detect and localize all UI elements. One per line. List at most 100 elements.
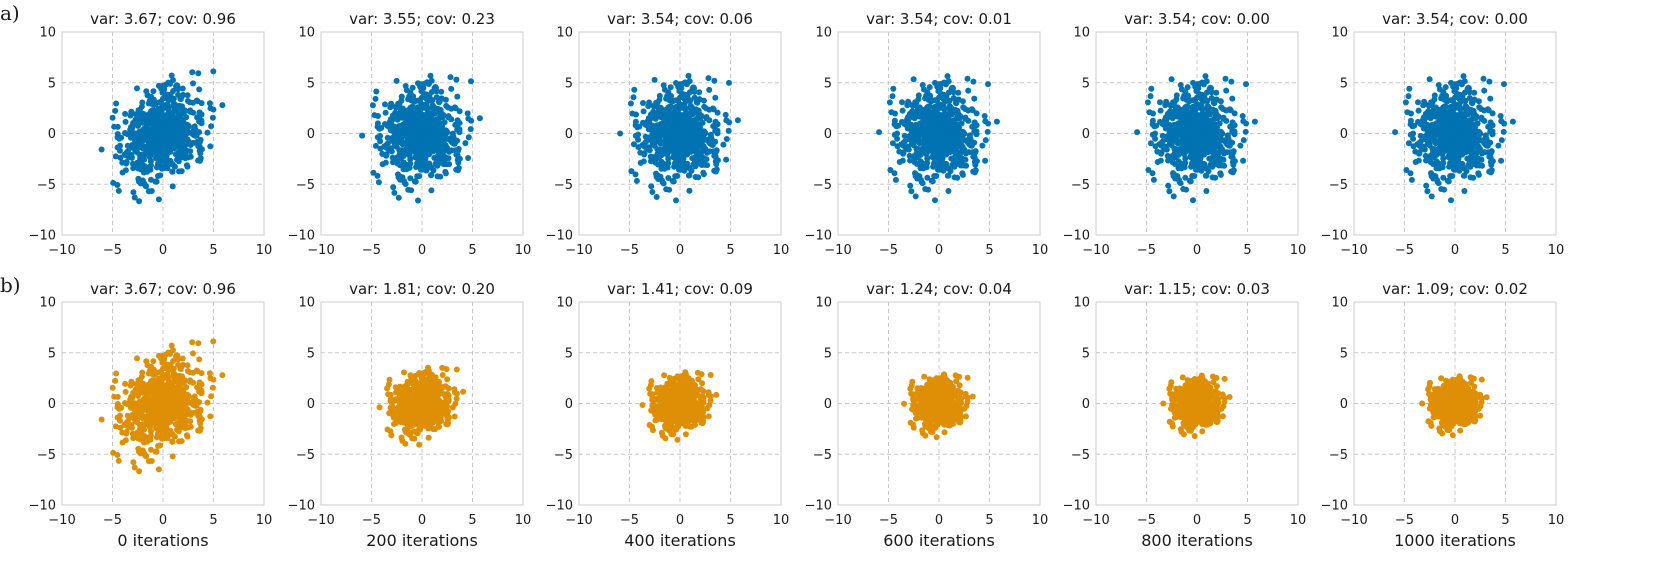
scatter-point <box>1177 82 1184 88</box>
scatter-point <box>693 123 700 130</box>
scatter-point <box>942 163 948 170</box>
y-tick-label: 0 <box>824 127 832 142</box>
scatter-point <box>144 116 151 122</box>
scatter-point <box>179 355 186 362</box>
scatter-point <box>985 81 991 88</box>
scatter-point <box>891 131 898 138</box>
scatter-point <box>1145 167 1152 173</box>
scatter-point <box>426 140 433 147</box>
scatter-point <box>926 103 933 110</box>
scatter-point <box>1200 163 1206 170</box>
scatter-point <box>1464 155 1471 162</box>
scatter-point <box>370 169 377 176</box>
scatter-point <box>617 130 624 137</box>
scatter-point <box>129 144 136 151</box>
scatter-point <box>431 154 438 161</box>
scatter-point <box>372 95 379 102</box>
scatter-point <box>156 390 163 397</box>
scatter-point <box>1226 106 1233 113</box>
scatter-point <box>970 153 977 160</box>
scatter-point <box>168 342 175 349</box>
scatter-point <box>1229 95 1236 102</box>
scatter-point <box>176 131 183 138</box>
scatter-point <box>926 117 933 124</box>
scatter-point <box>911 159 918 166</box>
scatter-point <box>398 93 405 100</box>
scatter-point <box>369 102 376 109</box>
scatter-point <box>403 111 410 118</box>
scatter-point <box>1170 170 1176 177</box>
scatter-point <box>722 111 729 118</box>
scatter-point <box>656 136 663 143</box>
scatter-point <box>425 162 431 169</box>
scatter-point <box>1180 186 1187 192</box>
scatter-points <box>617 72 741 204</box>
scatter-point <box>1203 78 1210 85</box>
scatter-point <box>667 103 674 110</box>
scatter-point <box>931 173 938 179</box>
scatter-point <box>169 168 176 175</box>
scatter-point <box>114 182 121 188</box>
scatter-point <box>149 134 156 141</box>
scatter-point <box>152 178 159 185</box>
scatter-point <box>464 110 471 117</box>
scatter-point <box>165 417 172 424</box>
scatter-point <box>960 162 967 169</box>
x-tick-label: −10 <box>824 243 851 258</box>
panel-title: var: 3.54; cov: 0.01 <box>866 10 1012 28</box>
scatter-point <box>726 119 733 126</box>
scatter-point <box>685 133 692 140</box>
scatter-point <box>1223 87 1230 94</box>
scatter-point <box>970 78 977 85</box>
scatter-point <box>1189 173 1196 179</box>
scatter-point <box>401 178 407 184</box>
scatter-point <box>964 75 971 82</box>
scatter-point <box>950 89 957 96</box>
y-tick-label: −10 <box>1321 229 1348 244</box>
scatter-point <box>405 147 412 154</box>
scatter-point <box>179 137 185 144</box>
scatter-point <box>424 149 431 156</box>
scatter-point <box>928 177 935 184</box>
scatter-point <box>122 388 129 395</box>
scatter-point <box>637 149 644 156</box>
scatter-point <box>1150 176 1157 183</box>
scatter-point <box>1162 102 1169 109</box>
scatter-point <box>1209 174 1216 181</box>
x-tick-label: 5 <box>209 243 217 258</box>
scatter-point <box>952 130 959 137</box>
scatter-point <box>955 161 962 167</box>
scatter-point <box>1212 143 1219 150</box>
scatter-point <box>135 445 142 452</box>
scatter-point <box>379 161 386 168</box>
scatter-point <box>434 135 441 141</box>
scatter-point <box>1213 89 1220 96</box>
scatter-points <box>98 68 226 205</box>
scatter-point <box>709 105 716 112</box>
scatter-point <box>899 99 905 106</box>
scatter-point <box>705 75 712 82</box>
y-tick-label: 0 <box>565 127 573 142</box>
scatter-point <box>704 149 710 156</box>
y-tick-label: 5 <box>48 76 56 91</box>
scatter-point <box>160 353 167 360</box>
scatter-point <box>1450 130 1456 137</box>
scatter-point <box>922 186 929 192</box>
scatter-point <box>1192 130 1198 137</box>
scatter-point <box>190 127 197 133</box>
scatter-point <box>1501 120 1508 127</box>
scatter-point <box>184 137 191 144</box>
scatter-point <box>696 160 703 167</box>
scatter-point <box>403 162 410 169</box>
scatter-point <box>112 107 119 114</box>
scatter-point <box>689 155 696 162</box>
scatter-point <box>1149 131 1156 138</box>
scatter-point <box>155 466 162 473</box>
scatter-point <box>712 94 719 101</box>
y-tick-label: 5 <box>1340 76 1348 91</box>
scatter-point <box>645 103 652 110</box>
scatter-point <box>1461 188 1468 194</box>
